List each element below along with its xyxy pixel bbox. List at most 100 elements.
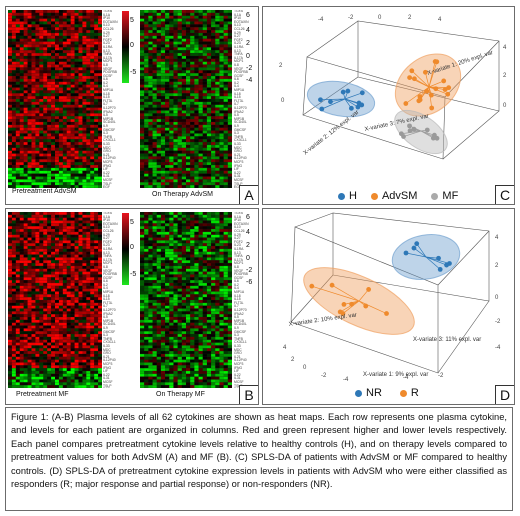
heatmap-cell	[66, 162, 71, 166]
cytokine-row-label: IL29	[103, 30, 110, 35]
heatmap-cell	[186, 133, 191, 137]
heatmap-cell	[94, 251, 99, 255]
heatmap-cell	[86, 382, 91, 386]
heatmap-cell	[51, 223, 56, 227]
heatmap-cell	[186, 254, 191, 258]
heatmap-cell	[55, 356, 60, 360]
heatmap-cell	[223, 214, 229, 218]
heatmap-cell	[43, 156, 48, 160]
heatmap-cell	[94, 173, 99, 177]
heatmap-cell	[27, 385, 32, 388]
heatmap-cell	[165, 93, 170, 97]
heatmap-cell	[194, 81, 199, 85]
heatmap-cell	[78, 116, 83, 120]
heatmap-cell	[181, 246, 187, 250]
heatmap-cell	[165, 121, 170, 126]
cytokine-row-label: TNFB	[103, 134, 112, 139]
heatmap-cell	[74, 93, 79, 97]
heatmap-cell	[140, 35, 145, 39]
heatmap-cell	[165, 136, 170, 140]
heatmap-cell	[35, 53, 40, 57]
heatmap-cell	[198, 64, 203, 68]
heatmap-cell	[86, 30, 91, 34]
heatmap-cell	[86, 55, 91, 60]
heatmap-cell	[31, 30, 36, 34]
heatmap-cell	[23, 162, 28, 166]
heatmap-cell	[15, 234, 20, 238]
heatmap-cell	[23, 41, 28, 45]
heatmap-cell	[86, 153, 91, 157]
heatmap-cell	[148, 47, 153, 51]
heatmap-cell	[8, 373, 13, 377]
heatmap-cell	[94, 78, 99, 82]
heatmap-cell	[90, 319, 95, 323]
heatmap-cell	[8, 73, 13, 77]
cytokine-row-label: IL18	[234, 91, 241, 96]
heatmap-cell	[148, 81, 153, 85]
heatmap-cell	[202, 147, 208, 151]
heatmap-cell	[8, 64, 13, 68]
heatmap-cell	[51, 50, 56, 54]
heatmap-cell	[19, 32, 24, 37]
heatmap-cell	[47, 64, 52, 68]
heatmap-cell	[156, 179, 162, 183]
heatmap-cell	[55, 73, 60, 77]
heatmap-cell	[160, 44, 166, 48]
heatmap-cell	[98, 345, 102, 349]
heatmap-cell	[78, 365, 83, 369]
heatmap-cell	[47, 308, 52, 312]
heatmap-cell	[70, 217, 75, 221]
heatmap-cell	[27, 165, 32, 169]
heatmap-cell	[19, 376, 24, 380]
heatmap-cell	[11, 305, 17, 309]
heatmap-cell	[78, 99, 83, 103]
heatmap-cell	[219, 64, 224, 68]
heatmap-cell	[90, 38, 95, 42]
heatmap-cell	[58, 81, 64, 85]
heatmap-cell	[62, 370, 67, 375]
heatmap-cell	[51, 265, 56, 269]
heatmap-cell	[98, 246, 102, 250]
heatmap-cell	[51, 162, 56, 166]
heatmap-cell	[198, 147, 203, 151]
heatmap-cell	[94, 47, 99, 51]
heatmap-cell	[94, 229, 99, 233]
heatmap-cell	[211, 38, 216, 42]
heatmap-cell	[190, 124, 195, 128]
heatmap-cell	[43, 55, 48, 60]
cytokine-row-label: IL33	[103, 343, 110, 348]
heatmap-cell	[23, 280, 28, 284]
heatmap-cell	[173, 15, 178, 19]
cytokine-row-label: IL31	[234, 174, 241, 179]
heatmap-cell	[169, 99, 174, 103]
heatmap-cell	[215, 179, 220, 183]
heatmap-cell	[74, 47, 79, 51]
heatmap-cell	[82, 288, 87, 292]
heatmap-cell	[51, 254, 56, 258]
heatmap-cell	[43, 101, 48, 105]
heatmap-cell	[47, 334, 52, 338]
heatmap-cell	[11, 334, 17, 338]
heatmap-cell	[15, 67, 20, 71]
heatmap-cell	[223, 159, 229, 163]
heatmap-cell	[78, 285, 83, 289]
heatmap-cell	[47, 93, 52, 97]
heatmap-cell	[74, 297, 79, 301]
heatmap-cell	[169, 30, 174, 34]
heatmap-cell	[70, 382, 75, 386]
heatmap-cell	[19, 260, 24, 264]
heatmap-cell	[70, 274, 75, 278]
heatmap-cell	[23, 159, 28, 163]
heatmap-cell	[8, 359, 13, 363]
heatmap-cell	[8, 24, 13, 28]
heatmap-cell	[169, 55, 174, 60]
heatmap-cell	[140, 10, 145, 14]
heatmap-cell	[8, 87, 13, 91]
heatmap-cell	[181, 240, 187, 244]
heatmap-cell	[31, 121, 36, 126]
heatmap-cell	[194, 35, 199, 39]
heatmap-cell	[43, 336, 48, 340]
heatmap-cell	[186, 150, 191, 154]
heatmap-cell	[98, 305, 102, 309]
heatmap-cell	[31, 162, 36, 166]
